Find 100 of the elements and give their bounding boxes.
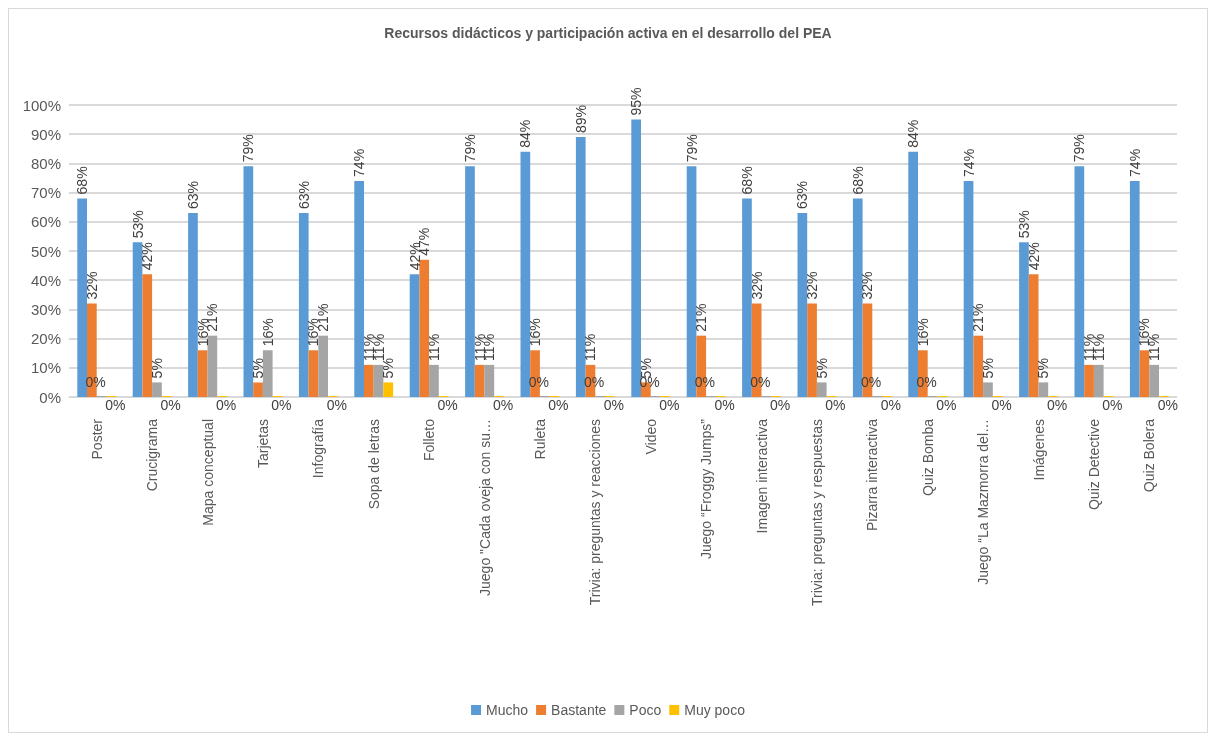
- data-label: 74%: [351, 148, 368, 177]
- bar: [631, 119, 642, 397]
- data-label: 0%: [548, 397, 569, 413]
- data-label: 21%: [693, 303, 710, 332]
- x-tick-label: Trivia: preguntas y respuestas: [808, 419, 825, 607]
- data-label: 68%: [849, 166, 866, 195]
- bar: [197, 350, 208, 397]
- chart-title: Recursos didácticos y participación activa en el desarrollo del PEA: [384, 25, 832, 41]
- data-label: 0%: [326, 397, 347, 413]
- data-label: 0%: [750, 374, 771, 390]
- x-tick-label: Imagen interactiva: [753, 418, 770, 534]
- data-label: 0%: [825, 397, 846, 413]
- bar: [520, 151, 531, 397]
- data-label: 0%: [694, 374, 716, 390]
- data-label: 84%: [905, 119, 922, 148]
- x-tick-label: Sopa de letras: [365, 419, 382, 510]
- data-label: 0%: [105, 397, 126, 413]
- data-label: 42%: [1025, 242, 1042, 271]
- data-label: 0%: [584, 374, 605, 390]
- data-label: 63%: [794, 181, 811, 210]
- data-label: 79%: [683, 134, 700, 163]
- data-label: 0%: [1157, 397, 1178, 413]
- bar: [1038, 382, 1049, 397]
- bar: [1149, 364, 1159, 397]
- data-label: 0%: [160, 397, 181, 413]
- bar: [1084, 364, 1094, 397]
- data-label: 16%: [527, 318, 544, 347]
- bar: [298, 213, 309, 397]
- data-label: 21%: [970, 303, 987, 332]
- x-tick-label: Poster: [88, 418, 105, 460]
- data-label: 53%: [129, 210, 146, 239]
- legend-label: Poco: [629, 702, 662, 718]
- x-tick-label: Quiz Bomba: [919, 418, 936, 497]
- bar: [142, 274, 153, 397]
- data-label: 32%: [748, 271, 765, 300]
- bar: [1139, 350, 1150, 397]
- x-tick-label: Tarjetas: [254, 419, 271, 469]
- bar: [963, 180, 974, 397]
- bar: [973, 335, 984, 397]
- bar: [1019, 242, 1029, 397]
- y-tick-label: 100%: [22, 96, 61, 114]
- bar: [908, 151, 919, 397]
- data-label: 84%: [517, 119, 534, 148]
- bar: [465, 166, 475, 397]
- bar: [742, 198, 752, 397]
- data-label: 79%: [1071, 134, 1088, 163]
- bar: [318, 335, 328, 397]
- y-tick-label: 80%: [30, 154, 61, 172]
- data-label: 11%: [582, 333, 599, 361]
- data-label: 32%: [804, 271, 821, 300]
- x-tick-label: Juego "Cada oveja con su…: [476, 419, 493, 596]
- x-tick-label: Infografía: [310, 418, 327, 479]
- bar: [816, 382, 827, 397]
- x-tick-label: Quiz Bolera: [1141, 418, 1158, 493]
- data-label: 5%: [148, 358, 165, 379]
- y-tick-label: 40%: [30, 271, 61, 289]
- x-tick-label: Folleto: [421, 418, 438, 462]
- bar: [188, 213, 198, 397]
- y-tick-label: 0%: [39, 388, 61, 406]
- bar: [373, 364, 384, 397]
- data-label: 16%: [259, 318, 276, 347]
- bar: [409, 274, 420, 397]
- bar: [1074, 166, 1085, 397]
- data-label: 0%: [271, 397, 292, 413]
- data-label: 0%: [1102, 397, 1123, 413]
- y-tick-label: 50%: [30, 242, 61, 260]
- bar: [364, 364, 374, 397]
- data-label: 11%: [425, 333, 442, 361]
- bar: [797, 213, 808, 397]
- data-label: 5%: [979, 358, 996, 379]
- data-label: 53%: [1015, 210, 1032, 239]
- x-tick-label: Ruleta: [531, 418, 548, 460]
- data-label: 42%: [139, 242, 156, 271]
- bar: [419, 259, 430, 397]
- bar: [354, 180, 365, 397]
- data-label: 95%: [628, 87, 645, 116]
- data-label: 5%: [250, 358, 267, 379]
- bar: [207, 335, 218, 397]
- bar: [852, 198, 863, 397]
- data-label: 16%: [914, 318, 931, 347]
- data-label: 63%: [184, 181, 201, 210]
- bar: [132, 242, 143, 397]
- x-tick-label: Mapa conceptual: [199, 419, 216, 526]
- bar: [1028, 274, 1039, 397]
- bar: [983, 382, 993, 397]
- data-label: 5%: [380, 358, 397, 379]
- x-tick-label: Pizarra interactiva: [864, 418, 881, 532]
- bar: [383, 382, 394, 397]
- y-tick-label: 70%: [30, 184, 61, 202]
- data-label: 0%: [603, 397, 624, 413]
- data-label: 0%: [1046, 397, 1068, 413]
- bar: [253, 382, 263, 397]
- bar: [429, 364, 439, 397]
- bar: [474, 364, 485, 397]
- y-tick-label: 10%: [30, 359, 61, 377]
- legend-label: Muy poco: [684, 702, 746, 718]
- legend-label: Mucho: [486, 702, 529, 718]
- x-tick-label: Video: [642, 418, 659, 455]
- data-label: 5%: [1035, 358, 1052, 379]
- data-label: 79%: [240, 134, 257, 163]
